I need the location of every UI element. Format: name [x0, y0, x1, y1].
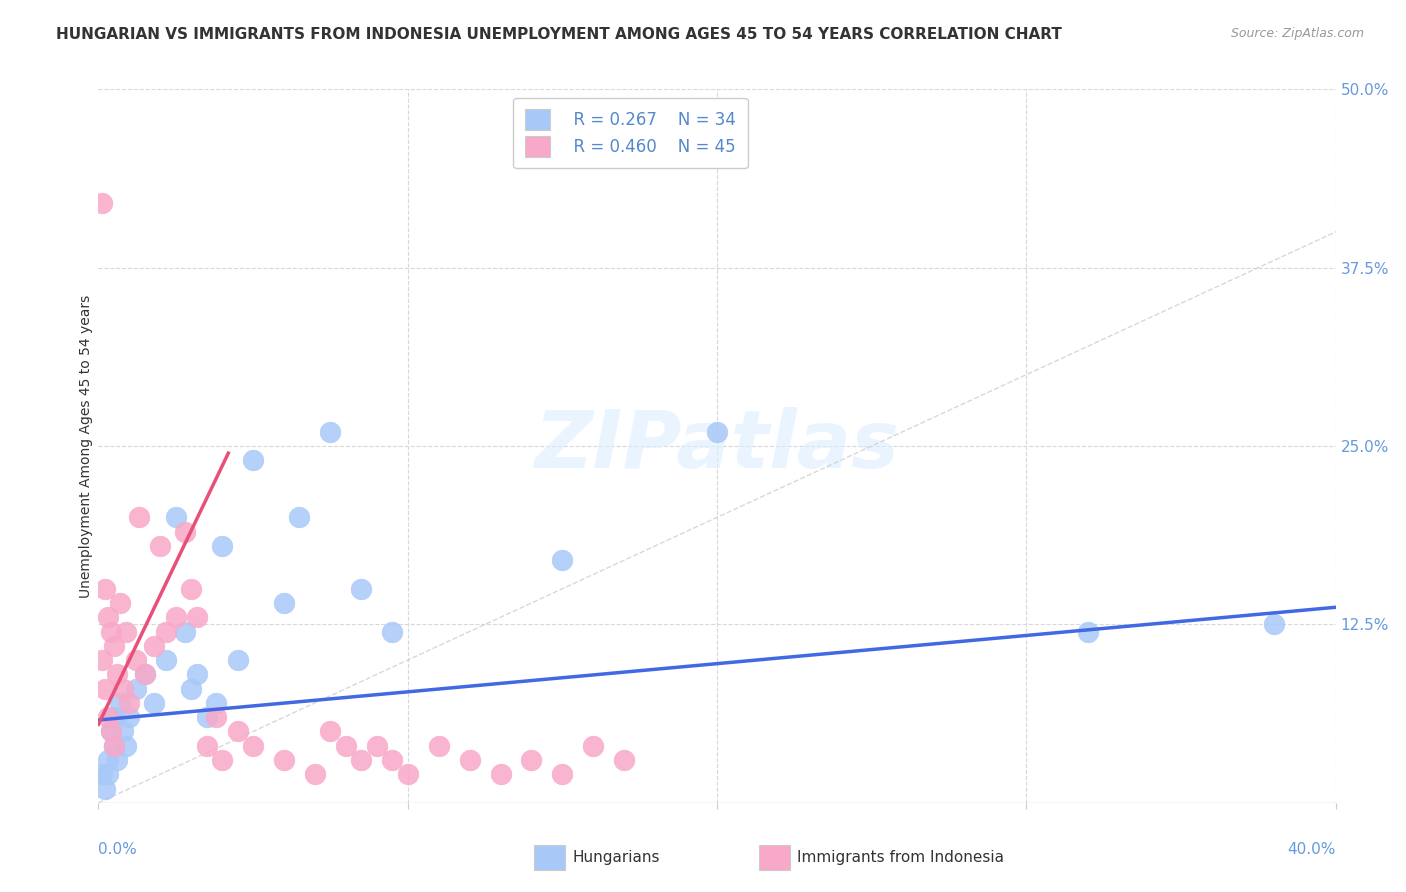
Point: [155, 653, 177, 667]
Point: [112, 724, 135, 739]
Point: [582, 739, 605, 753]
Point: [381, 753, 404, 767]
Text: Immigrants from Indonesia: Immigrants from Indonesia: [797, 850, 1004, 864]
Point: [551, 553, 574, 567]
Point: [118, 696, 141, 710]
Point: [304, 767, 326, 781]
Text: Hungarians: Hungarians: [572, 850, 659, 864]
Point: [350, 582, 373, 596]
Point: [90, 767, 112, 781]
Point: [551, 767, 574, 781]
Point: [1077, 624, 1099, 639]
Point: [105, 667, 128, 681]
Point: [273, 596, 295, 610]
Point: [143, 696, 166, 710]
Point: [427, 739, 450, 753]
Point: [143, 639, 166, 653]
Point: [335, 739, 357, 753]
Point: [211, 539, 233, 553]
Point: [115, 624, 138, 639]
Point: [186, 667, 208, 681]
Point: [613, 753, 636, 767]
Point: [195, 710, 218, 724]
Point: [155, 624, 177, 639]
Point: [180, 681, 202, 696]
Point: [242, 453, 264, 467]
Point: [97, 610, 120, 624]
Point: [174, 624, 197, 639]
Point: [90, 653, 112, 667]
Point: [93, 681, 115, 696]
Point: [211, 753, 233, 767]
Point: [288, 510, 311, 524]
Text: 0.0%: 0.0%: [98, 842, 138, 857]
Point: [108, 596, 131, 610]
Point: [226, 653, 249, 667]
Point: [100, 624, 122, 639]
Point: [105, 753, 128, 767]
Point: [128, 510, 150, 524]
Point: [108, 696, 131, 710]
Point: [319, 724, 342, 739]
Point: [112, 681, 135, 696]
Point: [273, 753, 295, 767]
Text: HUNGARIAN VS IMMIGRANTS FROM INDONESIA UNEMPLOYMENT AMONG AGES 45 TO 54 YEARS CO: HUNGARIAN VS IMMIGRANTS FROM INDONESIA U…: [56, 27, 1062, 42]
Point: [149, 539, 172, 553]
Point: [115, 739, 138, 753]
Point: [124, 681, 146, 696]
Point: [520, 753, 543, 767]
Point: [174, 524, 197, 539]
Point: [195, 739, 218, 753]
Text: 40.0%: 40.0%: [1288, 842, 1336, 857]
Point: [319, 425, 342, 439]
Point: [706, 425, 728, 439]
Point: [134, 667, 156, 681]
Point: [226, 724, 249, 739]
Point: [186, 610, 208, 624]
Point: [93, 582, 115, 596]
Point: [103, 710, 125, 724]
Point: [103, 639, 125, 653]
Point: [90, 196, 112, 211]
Point: [165, 510, 187, 524]
Point: [165, 610, 187, 624]
Point: [134, 667, 156, 681]
Point: [180, 582, 202, 596]
Point: [100, 724, 122, 739]
Point: [458, 753, 481, 767]
Point: [103, 739, 125, 753]
Point: [97, 767, 120, 781]
Text: ZIPatlas: ZIPatlas: [534, 407, 900, 485]
Point: [205, 696, 228, 710]
Point: [205, 710, 228, 724]
Point: [350, 753, 373, 767]
Point: [124, 653, 146, 667]
Y-axis label: Unemployment Among Ages 45 to 54 years: Unemployment Among Ages 45 to 54 years: [79, 294, 93, 598]
Point: [118, 710, 141, 724]
Point: [97, 710, 120, 724]
Point: [242, 739, 264, 753]
Point: [381, 624, 404, 639]
Point: [97, 753, 120, 767]
Point: [100, 724, 122, 739]
Point: [489, 767, 512, 781]
Point: [396, 767, 419, 781]
Point: [103, 739, 125, 753]
Point: [366, 739, 388, 753]
Point: [93, 781, 115, 796]
Point: [1263, 617, 1285, 632]
Legend:   R = 0.267    N = 34,   R = 0.460    N = 45: R = 0.267 N = 34, R = 0.460 N = 45: [513, 97, 748, 169]
Text: Source: ZipAtlas.com: Source: ZipAtlas.com: [1230, 27, 1364, 40]
